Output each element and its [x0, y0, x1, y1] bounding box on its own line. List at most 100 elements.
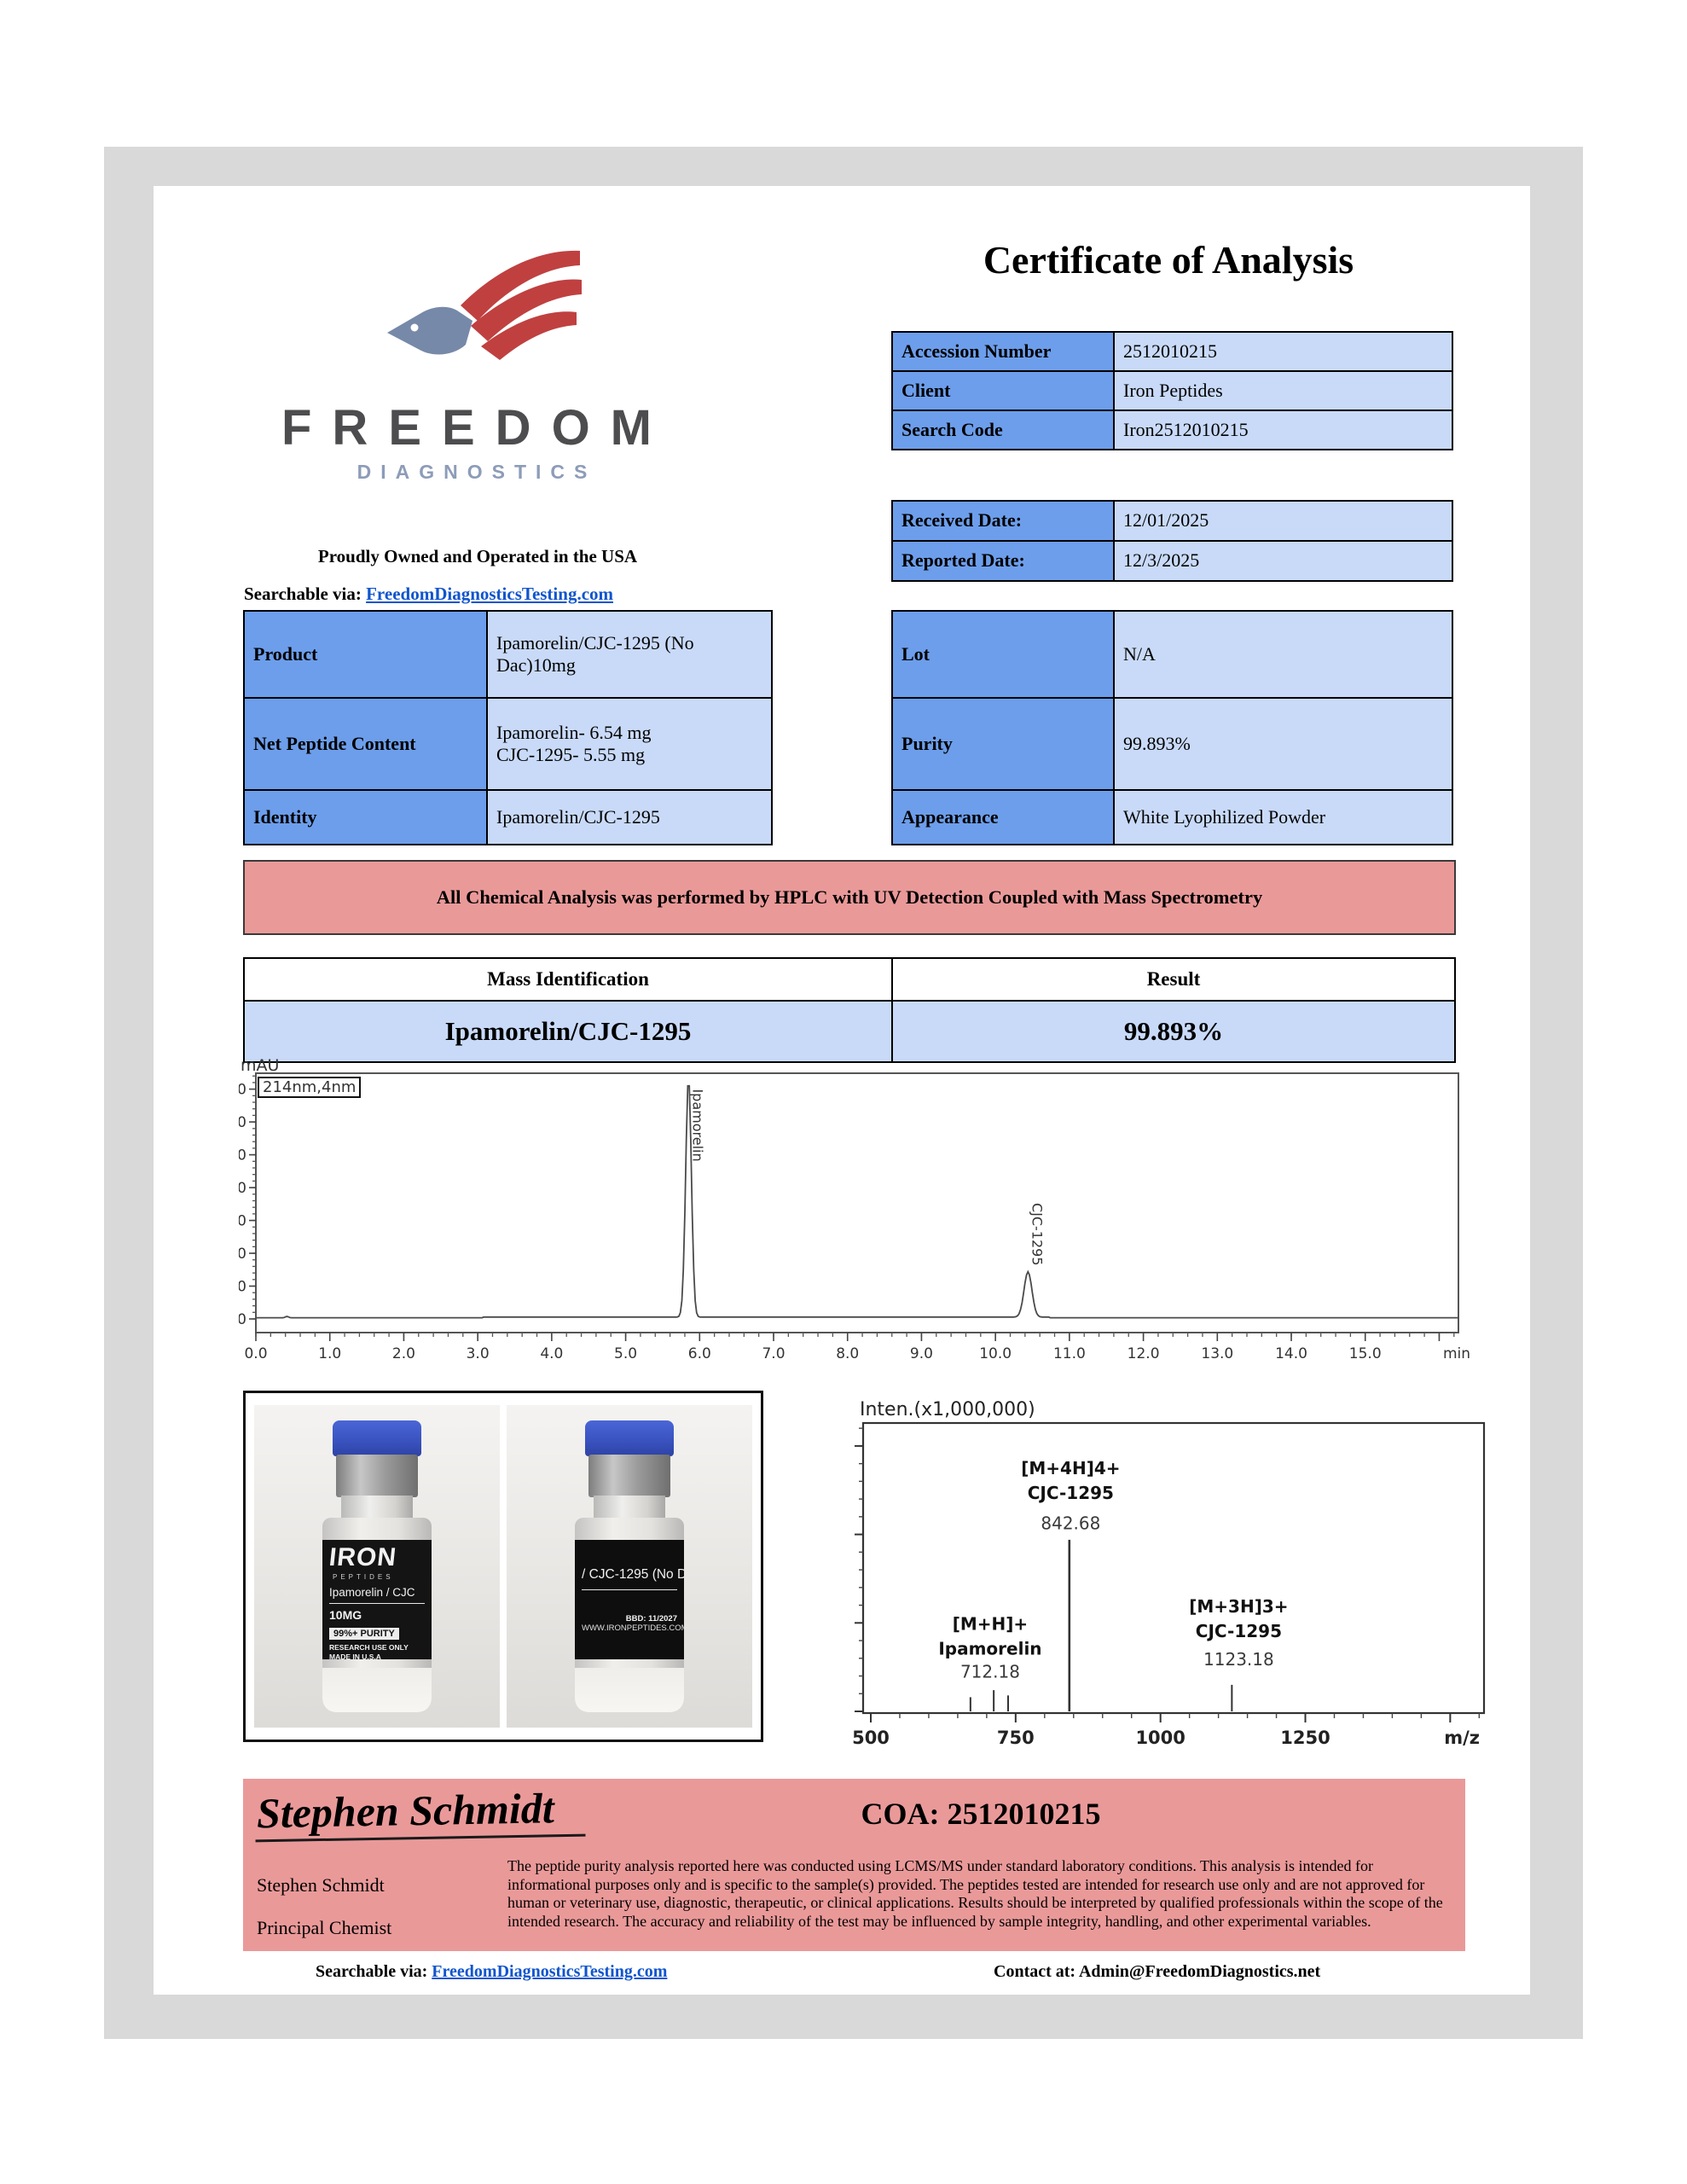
svg-text:0: 0 [239, 1311, 246, 1328]
footer-searchable: Searchable via: FreedomDiagnosticsTestin… [316, 1962, 667, 1982]
mass-identification-table: Mass Identification Result Ipamorelin/CJ… [243, 957, 1456, 1063]
vial-powder [322, 1668, 432, 1712]
svg-text:1500: 1500 [239, 1213, 246, 1230]
result-info-table: Lot N/A Purity 99.893% Appearance White … [891, 610, 1453, 845]
page-title: Certificate of Analysis [983, 238, 1354, 282]
vial-made-in: MADE IN U.S.A [329, 1652, 381, 1661]
svg-text:1000: 1000 [1135, 1728, 1185, 1748]
svg-text:m/z: m/z [1444, 1728, 1480, 1748]
svg-text:1123.18: 1123.18 [1203, 1649, 1274, 1670]
svg-text:2500: 2500 [239, 1147, 246, 1165]
svg-text:15.0: 15.0 [1349, 1345, 1382, 1362]
vial-crimp-collar [336, 1455, 418, 1497]
info-label: Accession Number [893, 333, 1113, 370]
logo-sub-text: DIAGNOSTICS [357, 461, 597, 483]
svg-text:min: min [1443, 1345, 1470, 1362]
product-vial-photos: IRON PEPTIDES Ipamorelin / CJC 10MG 99%+… [243, 1391, 763, 1742]
hplc-chromatogram: mAU 214nm,4nm 0 500 1000 1500 2000 2500 3000 35… [210, 1056, 1488, 1375]
footer-searchable-prefix: Searchable via: [316, 1962, 428, 1981]
purity-label: Purity [893, 699, 1113, 789]
vial-cap [585, 1420, 674, 1456]
net-content-value: Ipamorelin- 6.54 mg CJC-1295- 5.55 mg [488, 699, 771, 789]
svg-text:712.18: 712.18 [960, 1662, 1020, 1682]
chromatogram-channel-box: 214nm,4nm [258, 1077, 362, 1098]
net-content-line2: CJC-1295- 5.55 mg [496, 744, 646, 765]
vial-neck [341, 1496, 413, 1519]
vial-powder [575, 1668, 684, 1712]
coa-heading: COA: 2512010215 [861, 1797, 1101, 1831]
svg-text:[M+3H]3+: [M+3H]3+ [1189, 1596, 1288, 1617]
method-banner: All Chemical Analysis was performed by H… [243, 860, 1456, 935]
svg-text:[M+4H]4+: [M+4H]4+ [1021, 1458, 1120, 1478]
appearance-value: White Lyophilized Powder [1115, 791, 1452, 844]
svg-text:4.0: 4.0 [540, 1345, 563, 1362]
signatory-role: Principal Chemist [257, 1917, 392, 1938]
vial-brand: IRON [328, 1543, 398, 1571]
svg-text:1.0: 1.0 [318, 1345, 341, 1362]
chromatogram-y-unit-label: mAU [241, 1056, 280, 1075]
svg-text:10.0: 10.0 [979, 1345, 1012, 1362]
disclaimer-text: The peptide purity analysis reported her… [507, 1857, 1443, 1930]
vial-purity-chip: 99%+ PURITY [329, 1628, 399, 1640]
svg-text:7.0: 7.0 [762, 1345, 785, 1362]
product-value: Ipamorelin/CJC-1295 (No Dac)10mg [488, 612, 771, 697]
appearance-label: Appearance [893, 791, 1113, 844]
vial-crimp-collar [588, 1455, 670, 1497]
lot-label: Lot [893, 612, 1113, 697]
result-header: Result [893, 959, 1454, 1000]
net-content-label: Net Peptide Content [245, 699, 486, 789]
svg-text:3000: 3000 [239, 1114, 246, 1131]
vial-neck [594, 1496, 665, 1519]
svg-text:9.0: 9.0 [910, 1345, 933, 1362]
svg-text:CJC-1295: CJC-1295 [1028, 1483, 1114, 1503]
svg-text:0.0: 0.0 [244, 1345, 267, 1362]
mass-spectrum-title: Inten.(x1,000,000) [860, 1399, 1035, 1420]
date-table: Received Date: 12/01/2025 Reported Date:… [891, 500, 1453, 582]
vial-product-name: Ipamorelin / CJC [329, 1586, 425, 1604]
mass-id-value: Ipamorelin/CJC-1295 [245, 1002, 891, 1061]
svg-text:8.0: 8.0 [836, 1345, 859, 1362]
vial-front: IRON PEPTIDES Ipamorelin / CJC 10MG 99%+… [309, 1420, 445, 1715]
svg-text:3.0: 3.0 [467, 1345, 490, 1362]
vial-back-product: / CJC-1295 (No Dac) [582, 1545, 684, 1590]
mass-spectrum: Inten.(x1,000,000) 0.00.51.01.5500750100… [820, 1399, 1488, 1757]
svg-text:CJC-1295: CJC-1295 [1029, 1203, 1045, 1266]
vial-strength: 10MG [329, 1608, 362, 1622]
svg-text:842.68: 842.68 [1041, 1513, 1100, 1533]
date-value: 12/01/2025 [1115, 502, 1452, 540]
info-value: Iron2512010215 [1115, 411, 1452, 449]
date-label: Received Date: [893, 502, 1113, 540]
svg-text:[M+H]+: [M+H]+ [953, 1614, 1028, 1635]
result-value: 99.893% [893, 1002, 1454, 1061]
footer-searchable-link[interactable]: FreedomDiagnosticsTesting.com [432, 1962, 668, 1981]
vial-back-label: / CJC-1295 (No Dac) BBD: 11/2027 WWW.IRO… [575, 1540, 684, 1659]
svg-text:500: 500 [853, 1728, 890, 1748]
lot-value: N/A [1115, 612, 1452, 697]
svg-text:5.0: 5.0 [614, 1345, 637, 1362]
vial-research-use: RESEARCH USE ONLY [329, 1643, 409, 1652]
svg-text:3500: 3500 [239, 1082, 246, 1099]
vial-body: / CJC-1295 (No Dac) BBD: 11/2027 WWW.IRO… [575, 1518, 684, 1712]
product-table: Product Ipamorelin/CJC-1295 (No Dac)10mg… [243, 610, 773, 845]
logo-brand-text: FREEDOM [281, 400, 672, 456]
vial-bbd: BBD: 11/2027 [625, 1614, 677, 1623]
vial-photo-front: IRON PEPTIDES Ipamorelin / CJC 10MG 99%+… [254, 1405, 500, 1728]
svg-text:1000: 1000 [239, 1246, 246, 1263]
eagle-logo-icon [387, 250, 582, 360]
svg-text:2000: 2000 [239, 1180, 246, 1197]
footer-contact: Contact at: Admin@FreedomDiagnostics.net [994, 1962, 1321, 1981]
svg-text:500: 500 [239, 1279, 246, 1296]
tagline: Proudly Owned and Operated in the USA [317, 546, 638, 566]
accession-info-table: Accession Number 2512010215 Client Iron … [891, 331, 1453, 450]
document-page: FREEDOM DIAGNOSTICS Proudly Owned and Op… [154, 186, 1530, 1995]
product-label: Product [245, 612, 486, 697]
svg-text:6.0: 6.0 [688, 1345, 711, 1362]
vial-back: / CJC-1295 (No Dac) BBD: 11/2027 WWW.IRO… [561, 1420, 698, 1715]
identity-label: Identity [245, 791, 486, 844]
vial-front-label: IRON PEPTIDES Ipamorelin / CJC 10MG 99%+… [322, 1540, 432, 1661]
searchable-link[interactable]: FreedomDiagnosticsTesting.com [366, 584, 614, 604]
svg-text:13.0: 13.0 [1201, 1345, 1233, 1362]
svg-text:14.0: 14.0 [1275, 1345, 1307, 1362]
date-label: Reported Date: [893, 542, 1113, 580]
